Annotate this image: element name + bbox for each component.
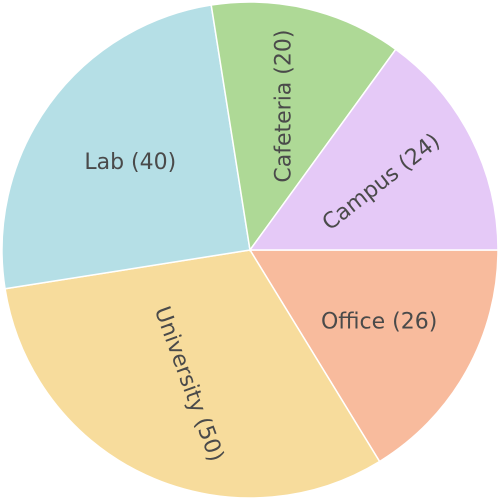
slice-office	[248, 249, 499, 463]
label-office: Office (26)	[321, 309, 437, 334]
label-cafeteria: Cafeteria (20)	[272, 30, 297, 183]
slice-lab	[1, 4, 251, 290]
slice-university	[4, 249, 381, 499]
label-lab: Lab (40)	[84, 150, 176, 175]
slice-cafeteria	[210, 1, 397, 252]
slice-campus	[248, 48, 499, 251]
